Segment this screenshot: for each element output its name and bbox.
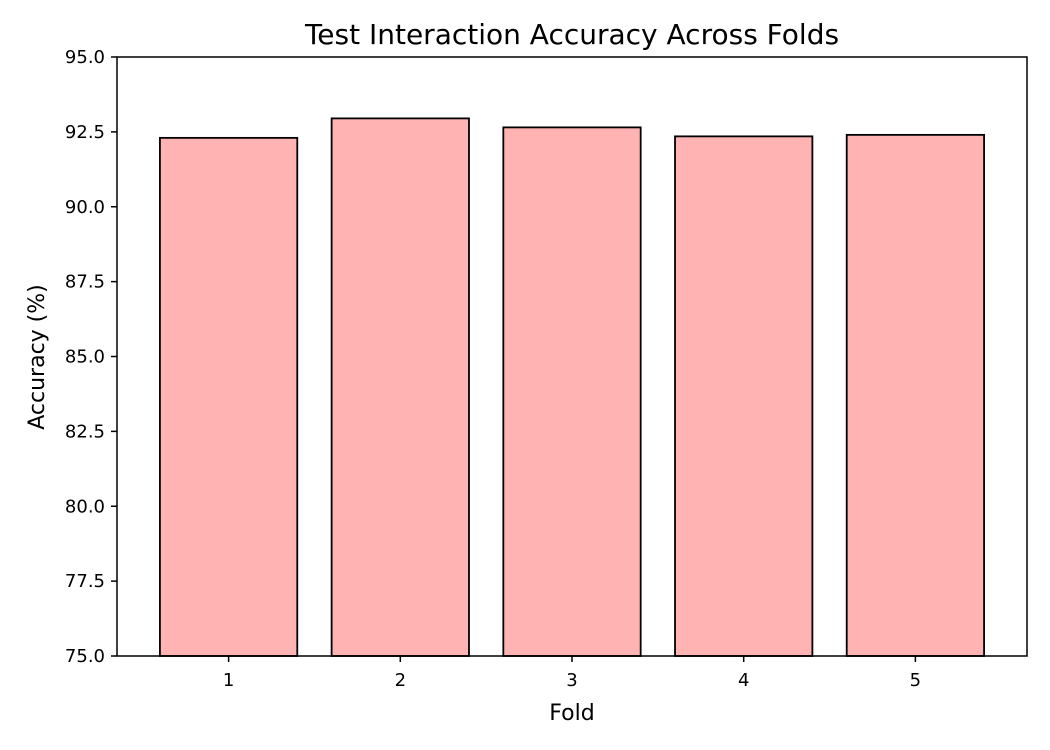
- y-axis-label: Accuracy (%): [25, 284, 50, 430]
- y-tick-label: 77.5: [65, 571, 105, 592]
- y-tick-label: 87.5: [65, 272, 105, 293]
- bar-fold-3: [502, 126, 642, 657]
- bar-fold-2: [330, 117, 470, 657]
- y-tick-label: 92.5: [65, 122, 105, 143]
- bar-fold-4: [674, 135, 814, 657]
- x-axis-ticks: 1 2 3 4 5: [223, 656, 921, 691]
- y-tick-label: 75.0: [65, 646, 105, 667]
- x-tick-label: 4: [738, 670, 749, 691]
- x-axis-label: Fold: [549, 701, 594, 726]
- bar-fold-5: [845, 133, 985, 657]
- y-tick-label: 85.0: [65, 347, 105, 368]
- y-tick-label: 95.0: [65, 47, 105, 68]
- chart-title: Test Interaction Accuracy Across Folds: [304, 18, 839, 51]
- bar-fold-1: [159, 136, 299, 657]
- y-tick-label: 90.0: [65, 197, 105, 218]
- x-tick-label: 2: [395, 670, 406, 691]
- y-axis-ticks: 75.0 77.5 80.0 82.5 85.0 87.5 90.0 92.5 95.0: [65, 47, 117, 667]
- x-tick-label: 3: [566, 670, 577, 691]
- y-tick-label: 82.5: [65, 421, 105, 442]
- bars-group: [159, 117, 985, 657]
- y-tick-label: 80.0: [65, 496, 105, 517]
- x-tick-label: 5: [910, 670, 921, 691]
- x-tick-label: 1: [223, 670, 234, 691]
